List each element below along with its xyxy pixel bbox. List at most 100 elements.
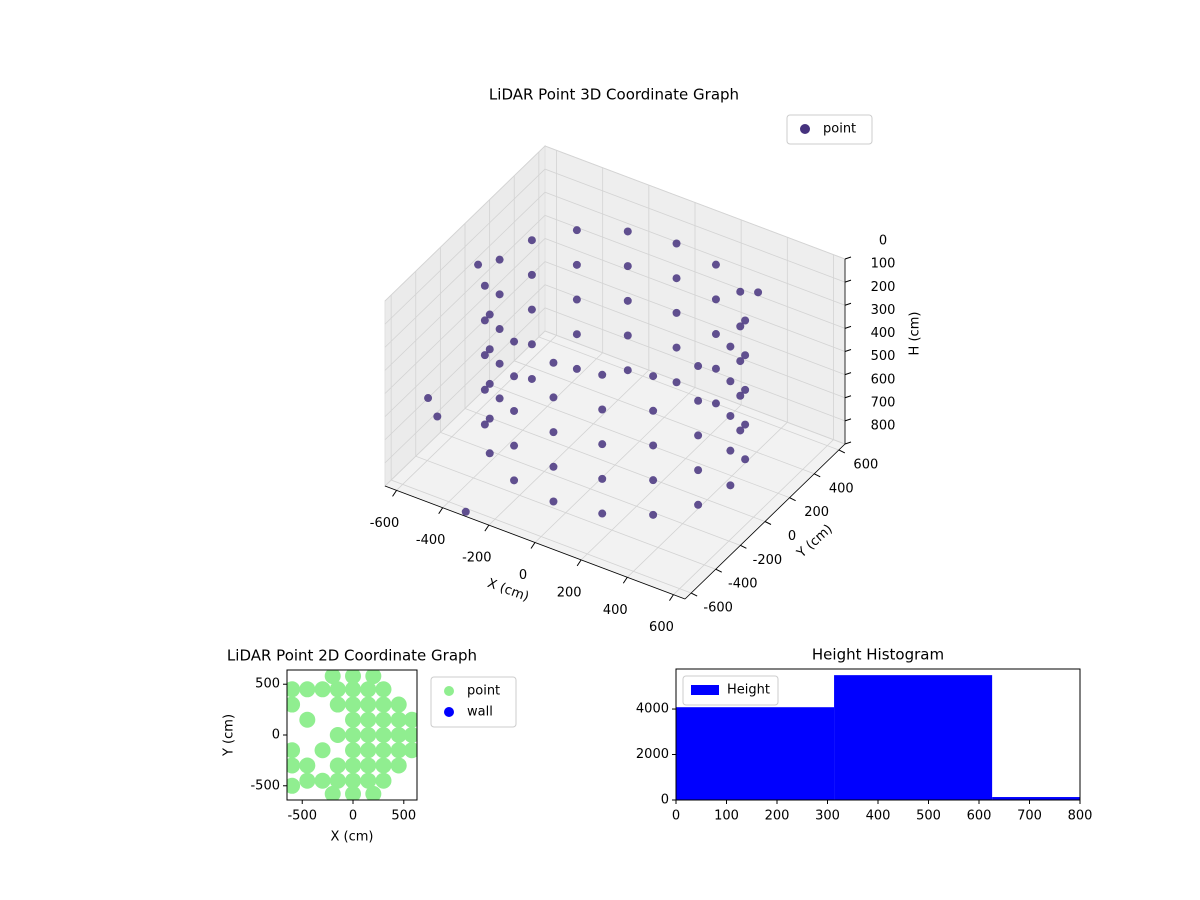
x-tick (438, 507, 444, 515)
point (527, 305, 536, 314)
x-tick (484, 524, 490, 532)
x-tick-label: -200 (462, 551, 492, 566)
point (649, 441, 658, 450)
point (495, 290, 504, 299)
point (741, 455, 750, 464)
point (572, 364, 581, 373)
point (711, 330, 720, 339)
point (329, 681, 346, 698)
point (726, 411, 735, 420)
point (736, 287, 745, 296)
point (726, 446, 735, 455)
point (480, 351, 489, 360)
point (572, 295, 581, 304)
point (485, 379, 494, 388)
y-tick (814, 473, 821, 478)
y-axis-line (684, 443, 846, 600)
point (741, 420, 750, 429)
chart-title: LiDAR Point 2D Coordinate Graph (227, 647, 477, 665)
point (623, 262, 632, 271)
point (365, 670, 382, 685)
z-tick-label: 400 (871, 326, 896, 341)
y-tick-label: 4000 (636, 702, 669, 717)
point (390, 711, 407, 728)
grid-line (384, 214, 846, 371)
point (360, 772, 377, 789)
point (485, 414, 494, 423)
point (527, 374, 536, 383)
point (711, 260, 720, 269)
legend-label: point (823, 122, 856, 137)
z-tick-label: 600 (871, 372, 896, 387)
point (572, 330, 581, 339)
point (623, 366, 632, 375)
x-tick-label: -400 (416, 533, 446, 548)
point (287, 777, 301, 794)
z-axis-label: H (cm) (908, 312, 923, 356)
y-tick (690, 592, 698, 597)
legend-box (786, 114, 873, 145)
point (299, 772, 316, 789)
point (287, 681, 301, 698)
point (510, 441, 519, 450)
point (672, 274, 681, 283)
x-tick (576, 559, 582, 567)
point (314, 742, 331, 759)
point (711, 295, 720, 304)
legend-marker (444, 707, 454, 717)
point (495, 255, 504, 264)
y-tick-label: 0 (272, 728, 280, 743)
z-tick-label: 100 (871, 257, 896, 272)
grid-line (384, 191, 846, 348)
point (736, 391, 745, 400)
legend-swatch (691, 685, 719, 695)
x-tick-label: 300 (815, 809, 840, 824)
chart-title: LiDAR Point 3D Coordinate Graph (489, 86, 739, 104)
z-tick (844, 349, 852, 352)
z-tick (844, 372, 852, 376)
y-tick (764, 521, 772, 525)
x-tick (530, 542, 536, 549)
point (324, 785, 341, 800)
bar (992, 797, 1080, 800)
point (329, 727, 346, 743)
point (287, 757, 301, 774)
point (694, 396, 703, 405)
plot-marks (287, 670, 417, 800)
y-tick-label: -600 (703, 601, 733, 616)
point (424, 394, 433, 403)
point (375, 696, 392, 713)
legend-marker (800, 124, 810, 134)
point (314, 772, 331, 789)
legend-label: wall (467, 705, 493, 720)
point (598, 405, 607, 414)
point (375, 727, 392, 743)
point (711, 364, 720, 373)
point (495, 359, 504, 368)
point (375, 681, 392, 698)
z-tick-label: 300 (871, 303, 896, 318)
y-tick (740, 544, 747, 549)
chart-title: Height Histogram (812, 646, 944, 664)
point (329, 696, 346, 713)
point (480, 385, 489, 394)
point (726, 342, 735, 351)
point (375, 711, 392, 728)
point (510, 406, 519, 415)
legend-marker (444, 686, 454, 696)
point (510, 337, 519, 346)
point (403, 711, 417, 728)
point (390, 757, 407, 774)
point (672, 239, 681, 248)
point (572, 226, 581, 235)
x-tick (622, 576, 628, 584)
point (345, 757, 362, 774)
y-tick-label: 200 (804, 505, 829, 520)
z-tick (844, 256, 852, 260)
point (549, 393, 558, 402)
point (598, 370, 607, 379)
x-tick-label: 600 (649, 620, 674, 635)
plot-marks (676, 675, 1080, 800)
